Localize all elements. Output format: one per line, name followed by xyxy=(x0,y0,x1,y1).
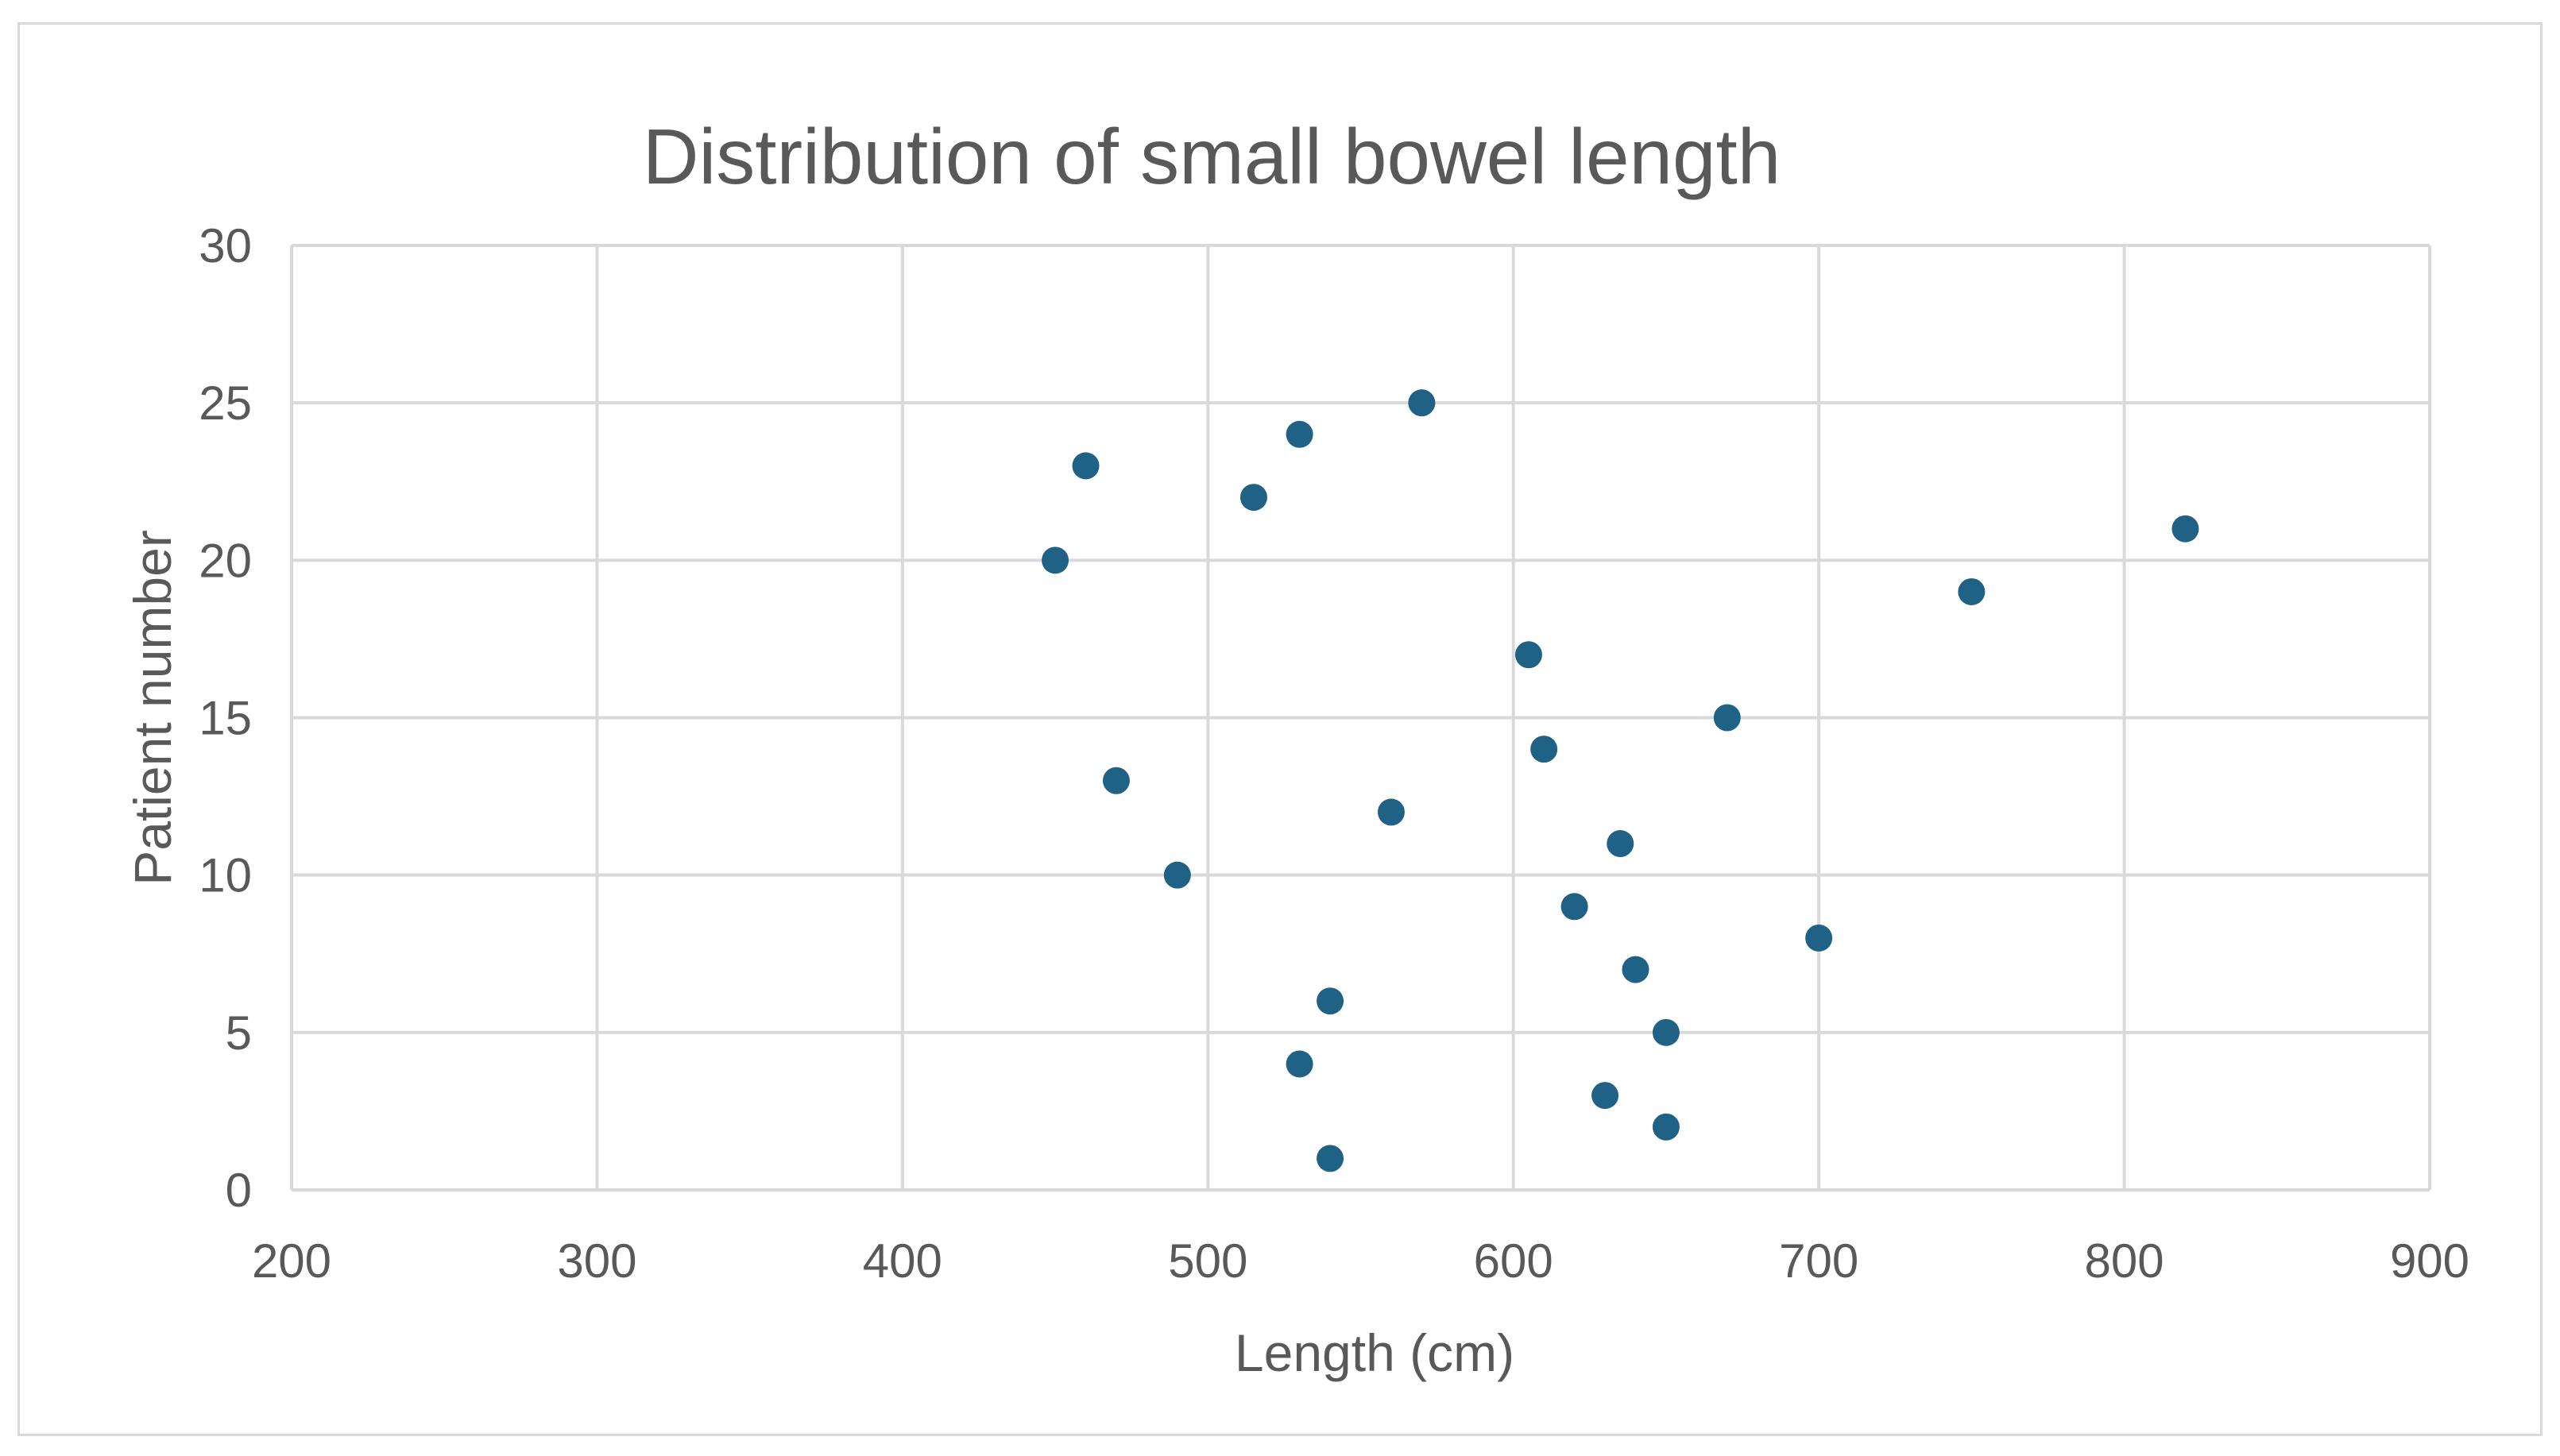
data-point xyxy=(1591,1082,1619,1110)
data-point xyxy=(1239,484,1267,512)
x-tick-label: 200 xyxy=(252,1234,331,1288)
x-axis-label: Length (cm) xyxy=(1235,1323,1514,1382)
x-tick-label: 700 xyxy=(1779,1234,1858,1288)
data-point xyxy=(1652,1018,1680,1046)
data-point xyxy=(1607,830,1634,858)
y-tick-label: 30 xyxy=(199,219,252,272)
data-point xyxy=(1622,956,1649,983)
data-point xyxy=(1530,736,1558,763)
data-point xyxy=(1163,861,1191,889)
data-point xyxy=(1408,389,1436,417)
chart-frame: Distribution of small bowel length 200 30… xyxy=(17,22,2543,1436)
x-tick-label: 600 xyxy=(1474,1234,1553,1288)
x-tick-label: 800 xyxy=(2085,1234,2164,1288)
data-point xyxy=(1072,452,1100,480)
y-tick-label: 5 xyxy=(226,1006,252,1060)
x-tick-label: 900 xyxy=(2390,1234,2469,1288)
y-tick-label: 15 xyxy=(199,692,252,745)
scatter-chart: Distribution of small bowel length 200 30… xyxy=(123,113,2469,1382)
data-point xyxy=(1102,767,1130,794)
y-tick-label: 20 xyxy=(199,534,252,587)
x-tick-label: 300 xyxy=(557,1234,636,1288)
y-tick-label: 25 xyxy=(199,377,252,430)
data-point xyxy=(1514,641,1542,669)
y-tick-label: 0 xyxy=(226,1164,252,1217)
data-point xyxy=(1286,1050,1313,1078)
x-tick-label: 400 xyxy=(863,1234,942,1288)
data-points xyxy=(1042,389,2199,1172)
data-point xyxy=(1560,893,1588,921)
chart-title: Distribution of small bowel length xyxy=(643,113,1781,200)
y-tick-label: 10 xyxy=(199,849,252,902)
data-point xyxy=(1713,704,1741,732)
data-point xyxy=(2171,515,2199,543)
data-point xyxy=(1652,1113,1680,1141)
data-point xyxy=(1286,420,1313,448)
data-point xyxy=(1042,546,1069,574)
x-tick-label: 500 xyxy=(1168,1234,1247,1288)
data-point xyxy=(1317,987,1344,1015)
data-point xyxy=(1805,924,1833,952)
gridlines xyxy=(290,244,2431,1191)
data-point xyxy=(1958,577,1986,605)
data-point xyxy=(1317,1145,1344,1172)
data-point xyxy=(1377,798,1405,826)
tick-labels: 200 300 400 500 600 700 800 900 0 5 10 15 20 25 30 xyxy=(199,219,2469,1288)
y-axis-label: Patient number xyxy=(123,530,182,886)
